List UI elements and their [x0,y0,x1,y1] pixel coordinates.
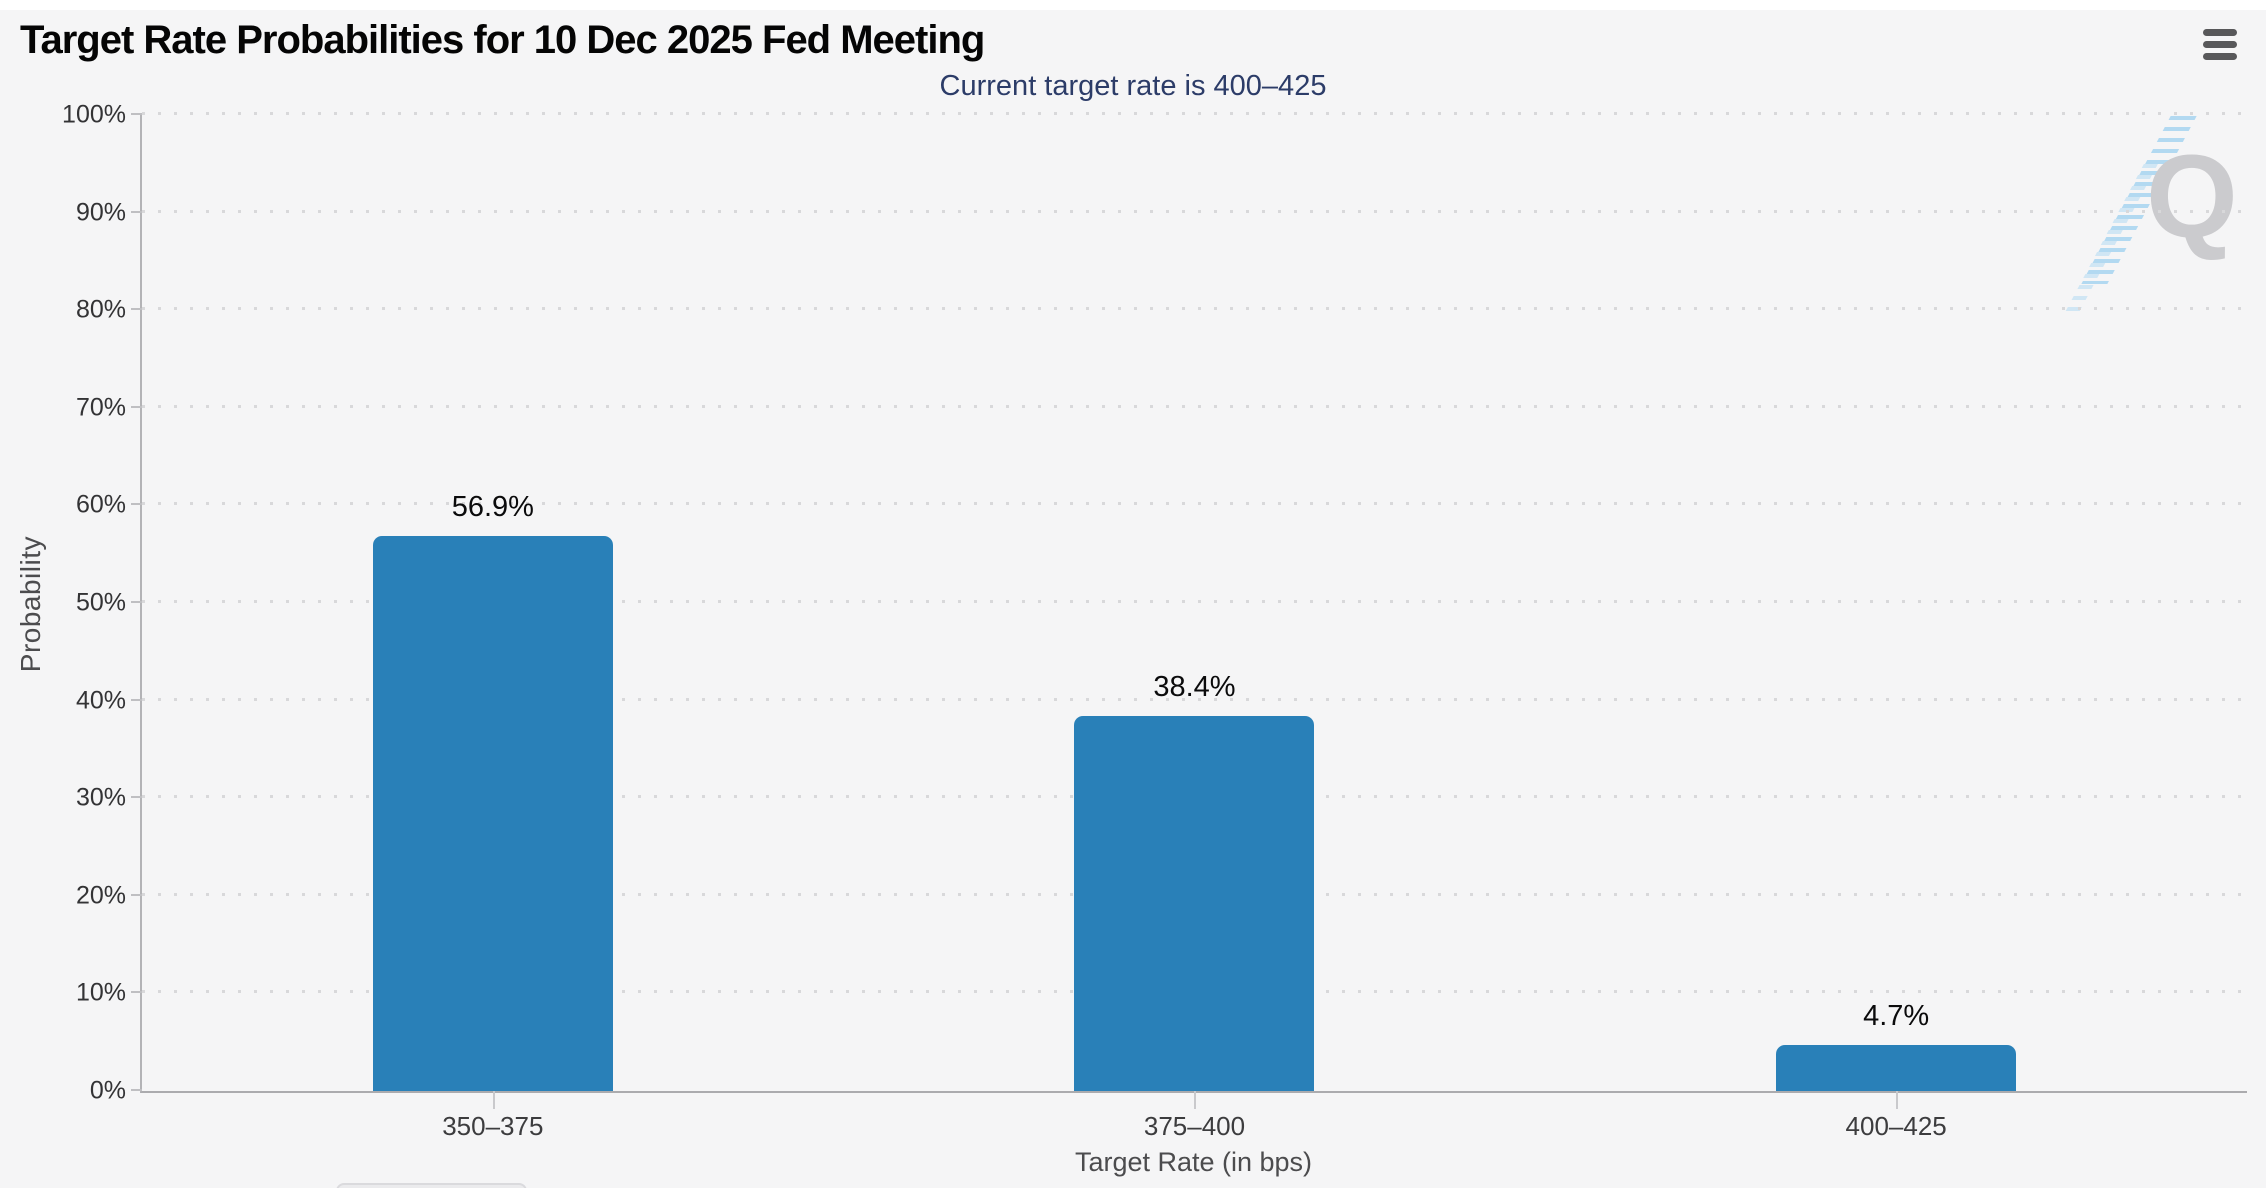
y-axis-tick [131,698,142,701]
y-gridline [142,209,2247,213]
y-axis-tick [131,1089,142,1091]
y-gridline [142,404,2247,408]
chart-subtitle: Current target rate is 400–425 [939,70,1327,102]
bar-group: 4.7% 400–425 [1545,115,2247,1141]
bar-group: 56.9% 350–375 [142,115,844,1141]
y-axis-tick [131,308,142,311]
y-axis-tick [131,210,142,213]
y-axis-tick [131,113,142,115]
y-gridline [142,502,2247,506]
x-axis-tick-label: 375–400 [1143,1111,1246,1141]
x-axis-title: Target Rate (in bps) [1074,1147,1313,1177]
y-axis-tick-label: 90% [75,198,126,227]
y-axis-tick-label: 80% [75,295,126,324]
probability-bar[interactable] [372,535,613,1091]
x-axis-tick [492,1091,495,1109]
bar-value-label: 4.7% [1863,1000,1930,1033]
bar-group: 38.4% 375–400 [844,115,1546,1141]
y-axis-tick-label: 10% [75,978,126,1007]
y-axis-tick [131,601,142,603]
y-axis-tick [131,405,142,408]
plot-area: 0% 10% 20% 30% 40% 50% 60% 70% 80% 90% 100% 56.9% 35… [62,101,2247,1141]
y-axis-tick-label: 40% [75,686,126,715]
y-axis-tick-label: 20% [75,881,126,910]
y-gridline [142,112,2247,115]
y-axis-tick [131,893,142,896]
y-axis-tick-label: 50% [75,588,126,617]
y-gridline [142,697,2247,701]
x-axis-tick-label: 350–375 [442,1111,544,1141]
probability-bar[interactable] [1074,716,1315,1091]
y-axis-title: Probability [15,535,46,673]
y-axis-tick-label: 60% [75,490,126,519]
y-gridline [142,307,2247,311]
bar-value-label: 38.4% [1153,671,1236,704]
top-strip [0,0,2266,10]
y-axis-tick-label: 30% [75,783,126,812]
y-axis-tick-label: 0% [89,1076,126,1105]
x-axis-tick [1194,1091,1197,1109]
y-axis-tick [131,503,142,506]
x-axis-tick-label: 400–425 [1845,1111,1947,1141]
hamburger-icon [2203,40,2237,48]
chart-context-menu-button[interactable] [2198,22,2242,66]
x-axis-tick [1896,1091,1899,1109]
y-axis-tick [131,796,142,799]
y-gridline [142,600,2247,603]
probability-bar[interactable] [1776,1045,2017,1091]
bar-value-label: 56.9% [451,490,534,523]
hamburger-icon [2203,52,2237,60]
hamburger-icon [2203,28,2237,36]
chart-title: Target Rate Probabilities for 10 Dec 202… [20,18,985,62]
y-axis-tick-label: 100% [62,100,126,129]
y-axis-tick-label: 70% [75,393,126,422]
y-axis-tick [131,991,142,994]
partial-bottom-element [336,1183,527,1188]
